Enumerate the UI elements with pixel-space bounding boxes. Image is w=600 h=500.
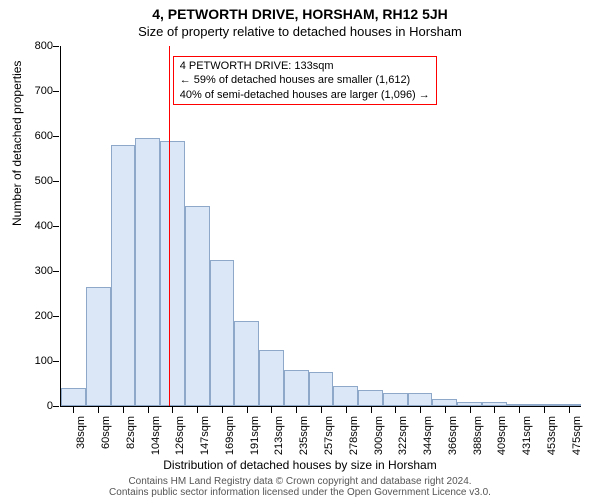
x-tick	[172, 407, 173, 413]
x-tick-label: 147sqm	[199, 416, 211, 456]
x-tick-label: 235sqm	[298, 416, 310, 456]
footer-line2: Contains public sector information licen…	[0, 487, 600, 498]
x-tick	[420, 407, 421, 413]
y-tick-label: 200	[23, 310, 53, 322]
x-tick-label: 82sqm	[125, 416, 137, 456]
histogram-bar	[234, 321, 259, 407]
histogram-bar	[111, 145, 136, 406]
histogram-bar	[210, 260, 235, 406]
x-tick	[445, 407, 446, 413]
x-tick-label: 322sqm	[397, 416, 409, 456]
x-axis-title: Distribution of detached houses by size …	[0, 458, 600, 472]
y-axis-title: Number of detached properties	[10, 61, 24, 226]
x-tick	[346, 407, 347, 413]
y-tick	[53, 91, 59, 92]
histogram-bar	[556, 404, 581, 406]
annotation-box: 4 PETWORTH DRIVE: 133sqm← 59% of detache…	[173, 56, 437, 105]
histogram-bar	[185, 206, 210, 406]
x-tick-label: 104sqm	[150, 416, 162, 456]
y-tick	[53, 406, 59, 407]
x-tick	[123, 407, 124, 413]
reference-line	[169, 46, 170, 406]
x-tick	[321, 407, 322, 413]
annotation-line: 40% of semi-detached houses are larger (…	[180, 88, 430, 102]
footer: Contains HM Land Registry data © Crown c…	[0, 476, 600, 498]
x-tick-label: 278sqm	[348, 416, 360, 456]
x-tick-label: 191sqm	[249, 416, 261, 456]
histogram-bar	[482, 402, 507, 407]
x-tick-label: 388sqm	[472, 416, 484, 456]
annotation-line: 4 PETWORTH DRIVE: 133sqm	[180, 59, 430, 73]
histogram-bar	[531, 404, 556, 406]
x-tick	[222, 407, 223, 413]
x-tick-label: 475sqm	[571, 416, 583, 456]
histogram-bar	[383, 393, 408, 407]
y-tick	[53, 181, 59, 182]
histogram-bar	[457, 402, 482, 407]
x-tick-label: 409sqm	[496, 416, 508, 456]
y-tick-label: 700	[23, 85, 53, 97]
y-tick	[53, 361, 59, 362]
annotation-line: ← 59% of detached houses are smaller (1,…	[180, 73, 430, 87]
histogram-bar	[259, 350, 284, 406]
x-tick-label: 344sqm	[422, 416, 434, 456]
x-tick	[519, 407, 520, 413]
histogram-bar	[284, 370, 309, 406]
x-tick-label: 300sqm	[373, 416, 385, 456]
x-tick	[544, 407, 545, 413]
histogram-bar	[86, 287, 111, 406]
y-tick	[53, 271, 59, 272]
x-tick-label: 257sqm	[323, 416, 335, 456]
y-tick	[53, 136, 59, 137]
histogram-bar	[432, 399, 457, 406]
x-tick-label: 431sqm	[521, 416, 533, 456]
x-tick-label: 169sqm	[224, 416, 236, 456]
y-tick-label: 600	[23, 130, 53, 142]
x-tick	[148, 407, 149, 413]
x-tick-label: 453sqm	[546, 416, 558, 456]
plot-area: 010020030040050060070080038sqm60sqm82sqm…	[60, 46, 581, 407]
y-tick	[53, 226, 59, 227]
y-tick-label: 100	[23, 355, 53, 367]
x-tick-label: 366sqm	[447, 416, 459, 456]
x-tick	[197, 407, 198, 413]
x-tick-label: 38sqm	[75, 416, 87, 456]
x-tick	[494, 407, 495, 413]
histogram-bar	[309, 372, 334, 406]
x-tick	[98, 407, 99, 413]
x-tick	[371, 407, 372, 413]
x-tick	[470, 407, 471, 413]
y-tick-label: 400	[23, 220, 53, 232]
y-tick	[53, 316, 59, 317]
x-tick	[73, 407, 74, 413]
histogram-bar	[135, 138, 160, 406]
y-tick-label: 0	[23, 400, 53, 412]
y-tick-label: 800	[23, 40, 53, 52]
histogram-bar	[333, 386, 358, 406]
y-tick-label: 500	[23, 175, 53, 187]
x-tick	[569, 407, 570, 413]
chart-title: 4, PETWORTH DRIVE, HORSHAM, RH12 5JH	[0, 6, 600, 22]
x-tick	[247, 407, 248, 413]
chart-subtitle: Size of property relative to detached ho…	[0, 24, 600, 39]
x-tick	[395, 407, 396, 413]
histogram-bar	[160, 141, 185, 407]
histogram-bar	[408, 393, 433, 407]
x-tick-label: 126sqm	[174, 416, 186, 456]
x-tick-label: 213sqm	[273, 416, 285, 456]
histogram-bar	[61, 388, 86, 406]
histogram-bar	[358, 390, 383, 406]
footer-line1: Contains HM Land Registry data © Crown c…	[0, 476, 600, 487]
y-tick	[53, 46, 59, 47]
x-tick	[271, 407, 272, 413]
y-tick-label: 300	[23, 265, 53, 277]
x-tick-label: 60sqm	[100, 416, 112, 456]
histogram-bar	[507, 404, 532, 406]
x-tick	[296, 407, 297, 413]
